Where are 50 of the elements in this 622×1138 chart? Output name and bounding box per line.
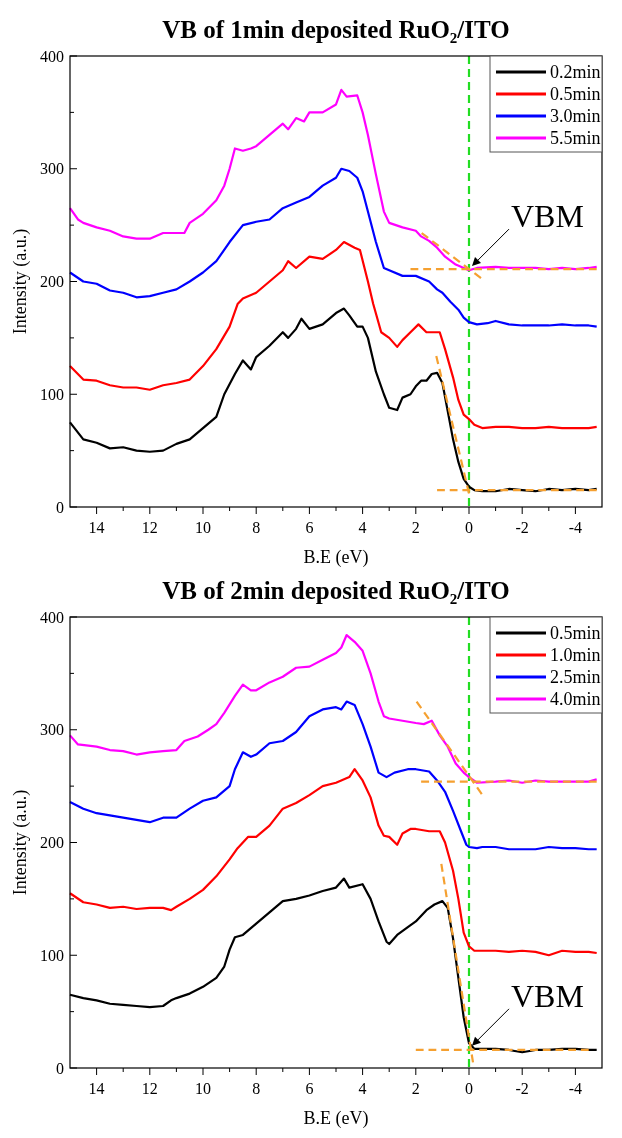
legend-label: 1.0min xyxy=(550,645,601,666)
legend-label: 5.5min xyxy=(550,128,601,149)
legend-label: 2.5min xyxy=(550,667,601,688)
x-tick-label: 10 xyxy=(195,1080,211,1097)
y-tick-label: 100 xyxy=(40,946,64,964)
x-tick-label: 4 xyxy=(358,1080,367,1097)
line-series xyxy=(68,167,598,328)
x-tick-label: 8 xyxy=(252,519,261,536)
x-tick-label: -4 xyxy=(568,1080,583,1097)
legend-label: 0.5min xyxy=(550,84,601,105)
annotation: VBM xyxy=(511,198,584,235)
x-tick-label: 14 xyxy=(88,519,105,536)
x-tick-label: 10 xyxy=(195,519,211,536)
y-tick-label: 200 xyxy=(40,834,64,852)
y-tick-label: 400 xyxy=(40,47,64,65)
x-tick-label: 12 xyxy=(141,1080,158,1097)
line-series xyxy=(68,768,598,957)
y-tick-label: 400 xyxy=(40,608,64,626)
x-tick-label: 6 xyxy=(305,1080,314,1097)
x-tick-label: -4 xyxy=(568,519,583,536)
chart-title: VB of 2min deposited RuO₂/ITO xyxy=(162,577,510,604)
x-tick-label: 0 xyxy=(465,1080,473,1097)
y-tick-label: 100 xyxy=(40,385,64,403)
legend-label: 0.5min xyxy=(550,623,601,644)
y-tick-label: 300 xyxy=(40,721,64,739)
annotation: VBM xyxy=(511,977,584,1014)
legend-label: 3.0min xyxy=(550,106,601,127)
x-tick-label: 0 xyxy=(465,519,473,536)
x-tick-label: 4 xyxy=(358,519,367,536)
line-series xyxy=(68,88,598,272)
legend-label: 4.0min xyxy=(550,689,601,710)
x-axis-title: B.E (eV) xyxy=(303,547,369,568)
chart-title: VB of 1min deposited RuO₂/ITO xyxy=(162,16,510,43)
x-tick-label: 8 xyxy=(252,1080,261,1097)
line-series xyxy=(68,240,598,430)
legend-label: 0.2min xyxy=(550,62,601,83)
x-tick-label: -2 xyxy=(515,519,529,536)
y-axis-title: Intensity (a.u.) xyxy=(10,228,31,335)
x-tick-label: 2 xyxy=(411,519,420,536)
x-tick-label: -2 xyxy=(515,1080,529,1097)
x-tick-label: 2 xyxy=(411,1080,420,1097)
x-axis-title: B.E (eV) xyxy=(303,1108,369,1129)
y-axis-title: Intensity (a.u.) xyxy=(10,789,31,896)
y-tick-label: 0 xyxy=(56,498,64,516)
x-tick-label: 6 xyxy=(305,519,314,536)
x-tick-label: 14 xyxy=(88,1080,105,1097)
x-tick-label: 12 xyxy=(141,519,158,536)
y-tick-label: 300 xyxy=(40,160,64,178)
y-tick-label: 200 xyxy=(40,273,64,291)
y-tick-label: 0 xyxy=(56,1059,64,1077)
